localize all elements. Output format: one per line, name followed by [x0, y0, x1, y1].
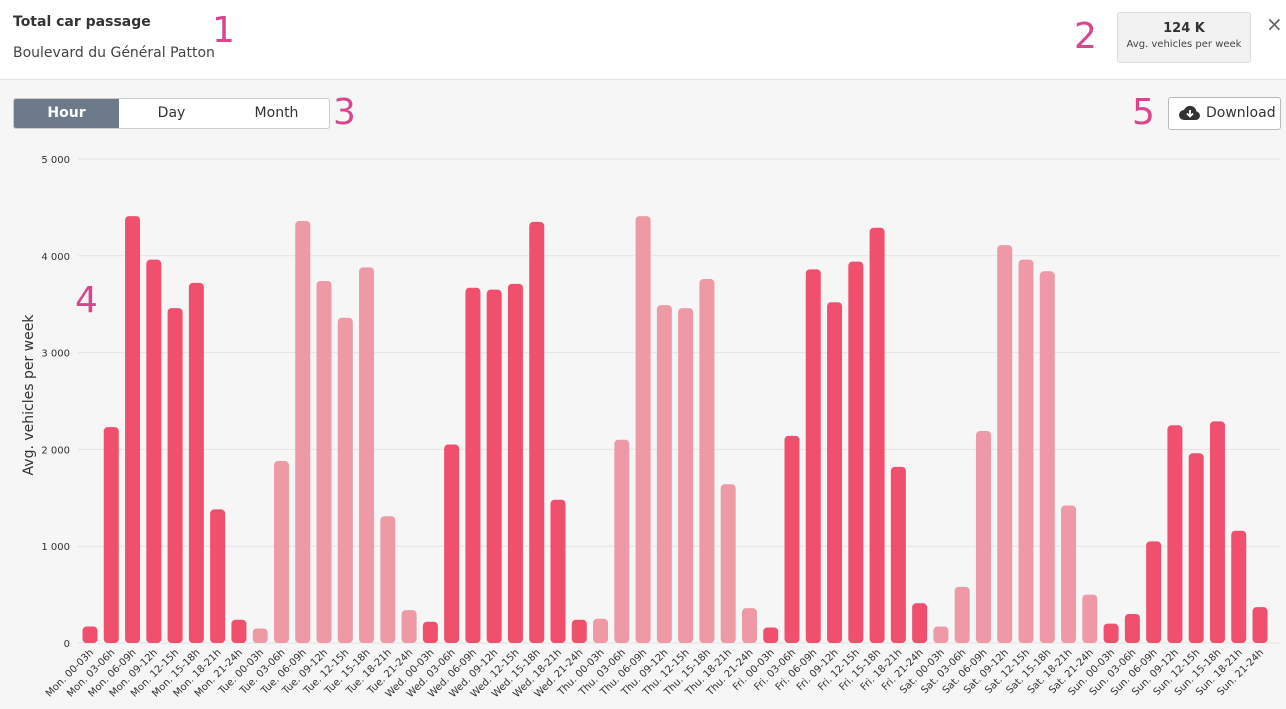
stats-label: Avg. vehicles per week: [1126, 39, 1242, 50]
bar: [763, 627, 779, 643]
bar: [614, 439, 630, 643]
stats-box: 124 K Avg. vehicles per week: [1117, 12, 1251, 63]
period-tabs: Hour Day Month: [13, 98, 330, 129]
bar: [1061, 505, 1077, 643]
bar: [188, 282, 204, 643]
bar: [869, 227, 885, 643]
bar: [741, 608, 757, 643]
y-tick-label: 0: [64, 639, 70, 650]
title: Total car passage: [13, 14, 151, 30]
bar: [252, 628, 268, 643]
bar: [1124, 613, 1140, 643]
period-tab[interactable]: Month: [254, 105, 299, 121]
bar: [1082, 594, 1098, 643]
period-tab[interactable]: Day: [157, 105, 186, 121]
y-tick-label: 5 000: [41, 155, 70, 166]
bar: [1167, 425, 1183, 643]
marker: 4: [75, 280, 98, 321]
period-tab[interactable]: Hour: [14, 99, 119, 128]
subtitle: Boulevard du Général Patton: [13, 45, 215, 61]
bar: [507, 283, 523, 643]
bar: [422, 621, 438, 643]
stats-value: 124 K: [1163, 21, 1205, 36]
y-tick-label: 1 000: [41, 542, 70, 553]
bar: [1146, 541, 1162, 643]
cloud-download-icon: [1179, 105, 1200, 120]
bar: [635, 216, 651, 643]
bar: [316, 280, 332, 643]
bar: [125, 216, 141, 643]
bar: [444, 444, 460, 643]
bar: [1209, 421, 1225, 643]
bar: [1039, 271, 1055, 643]
bar: [486, 289, 502, 643]
bar: [720, 484, 736, 643]
download-button[interactable]: Download: [1168, 97, 1281, 130]
y-axis-label: Avg. vehicles per week: [21, 314, 37, 476]
bar: [380, 516, 396, 643]
bar: [784, 435, 800, 643]
y-tick-label: 2 000: [41, 445, 70, 456]
header: Total car passage Boulevard du Général P…: [0, 0, 1286, 80]
bar: [656, 305, 672, 643]
bar: [210, 509, 226, 643]
bar: [1188, 453, 1204, 643]
bar: [1231, 530, 1247, 643]
bar: [401, 610, 417, 643]
bar: [1018, 259, 1034, 643]
marker: 3: [333, 92, 356, 133]
bar: [1103, 623, 1119, 643]
bar: [146, 259, 162, 643]
bar: [1252, 607, 1268, 643]
bar: [827, 302, 843, 643]
bar: [273, 461, 289, 643]
bar: [465, 287, 481, 643]
download-label: Download: [1206, 105, 1276, 121]
bar: [954, 586, 970, 643]
marker: 2: [1074, 16, 1097, 57]
bar: [593, 618, 609, 643]
bar: [337, 317, 353, 643]
bar: [890, 466, 906, 643]
bar: [933, 626, 949, 643]
y-tick-label: 4 000: [41, 252, 70, 263]
bar: [912, 603, 928, 643]
close-button[interactable]: ×: [1266, 12, 1283, 36]
marker: 1: [212, 10, 235, 51]
bar: [678, 308, 694, 643]
bar: [167, 308, 183, 643]
bar: [231, 619, 247, 643]
bar: [103, 427, 119, 643]
bar: [529, 221, 545, 644]
marker: 5: [1132, 92, 1155, 133]
y-tick-label: 3 000: [41, 349, 70, 360]
bar: [997, 245, 1013, 644]
bar: [699, 279, 715, 643]
bar: [295, 220, 311, 643]
bar: [848, 261, 864, 643]
bar: [805, 269, 821, 643]
bar: [550, 499, 566, 643]
bar: [571, 619, 587, 643]
bar: [359, 267, 375, 643]
bar: [82, 626, 98, 643]
bar: [975, 431, 991, 643]
